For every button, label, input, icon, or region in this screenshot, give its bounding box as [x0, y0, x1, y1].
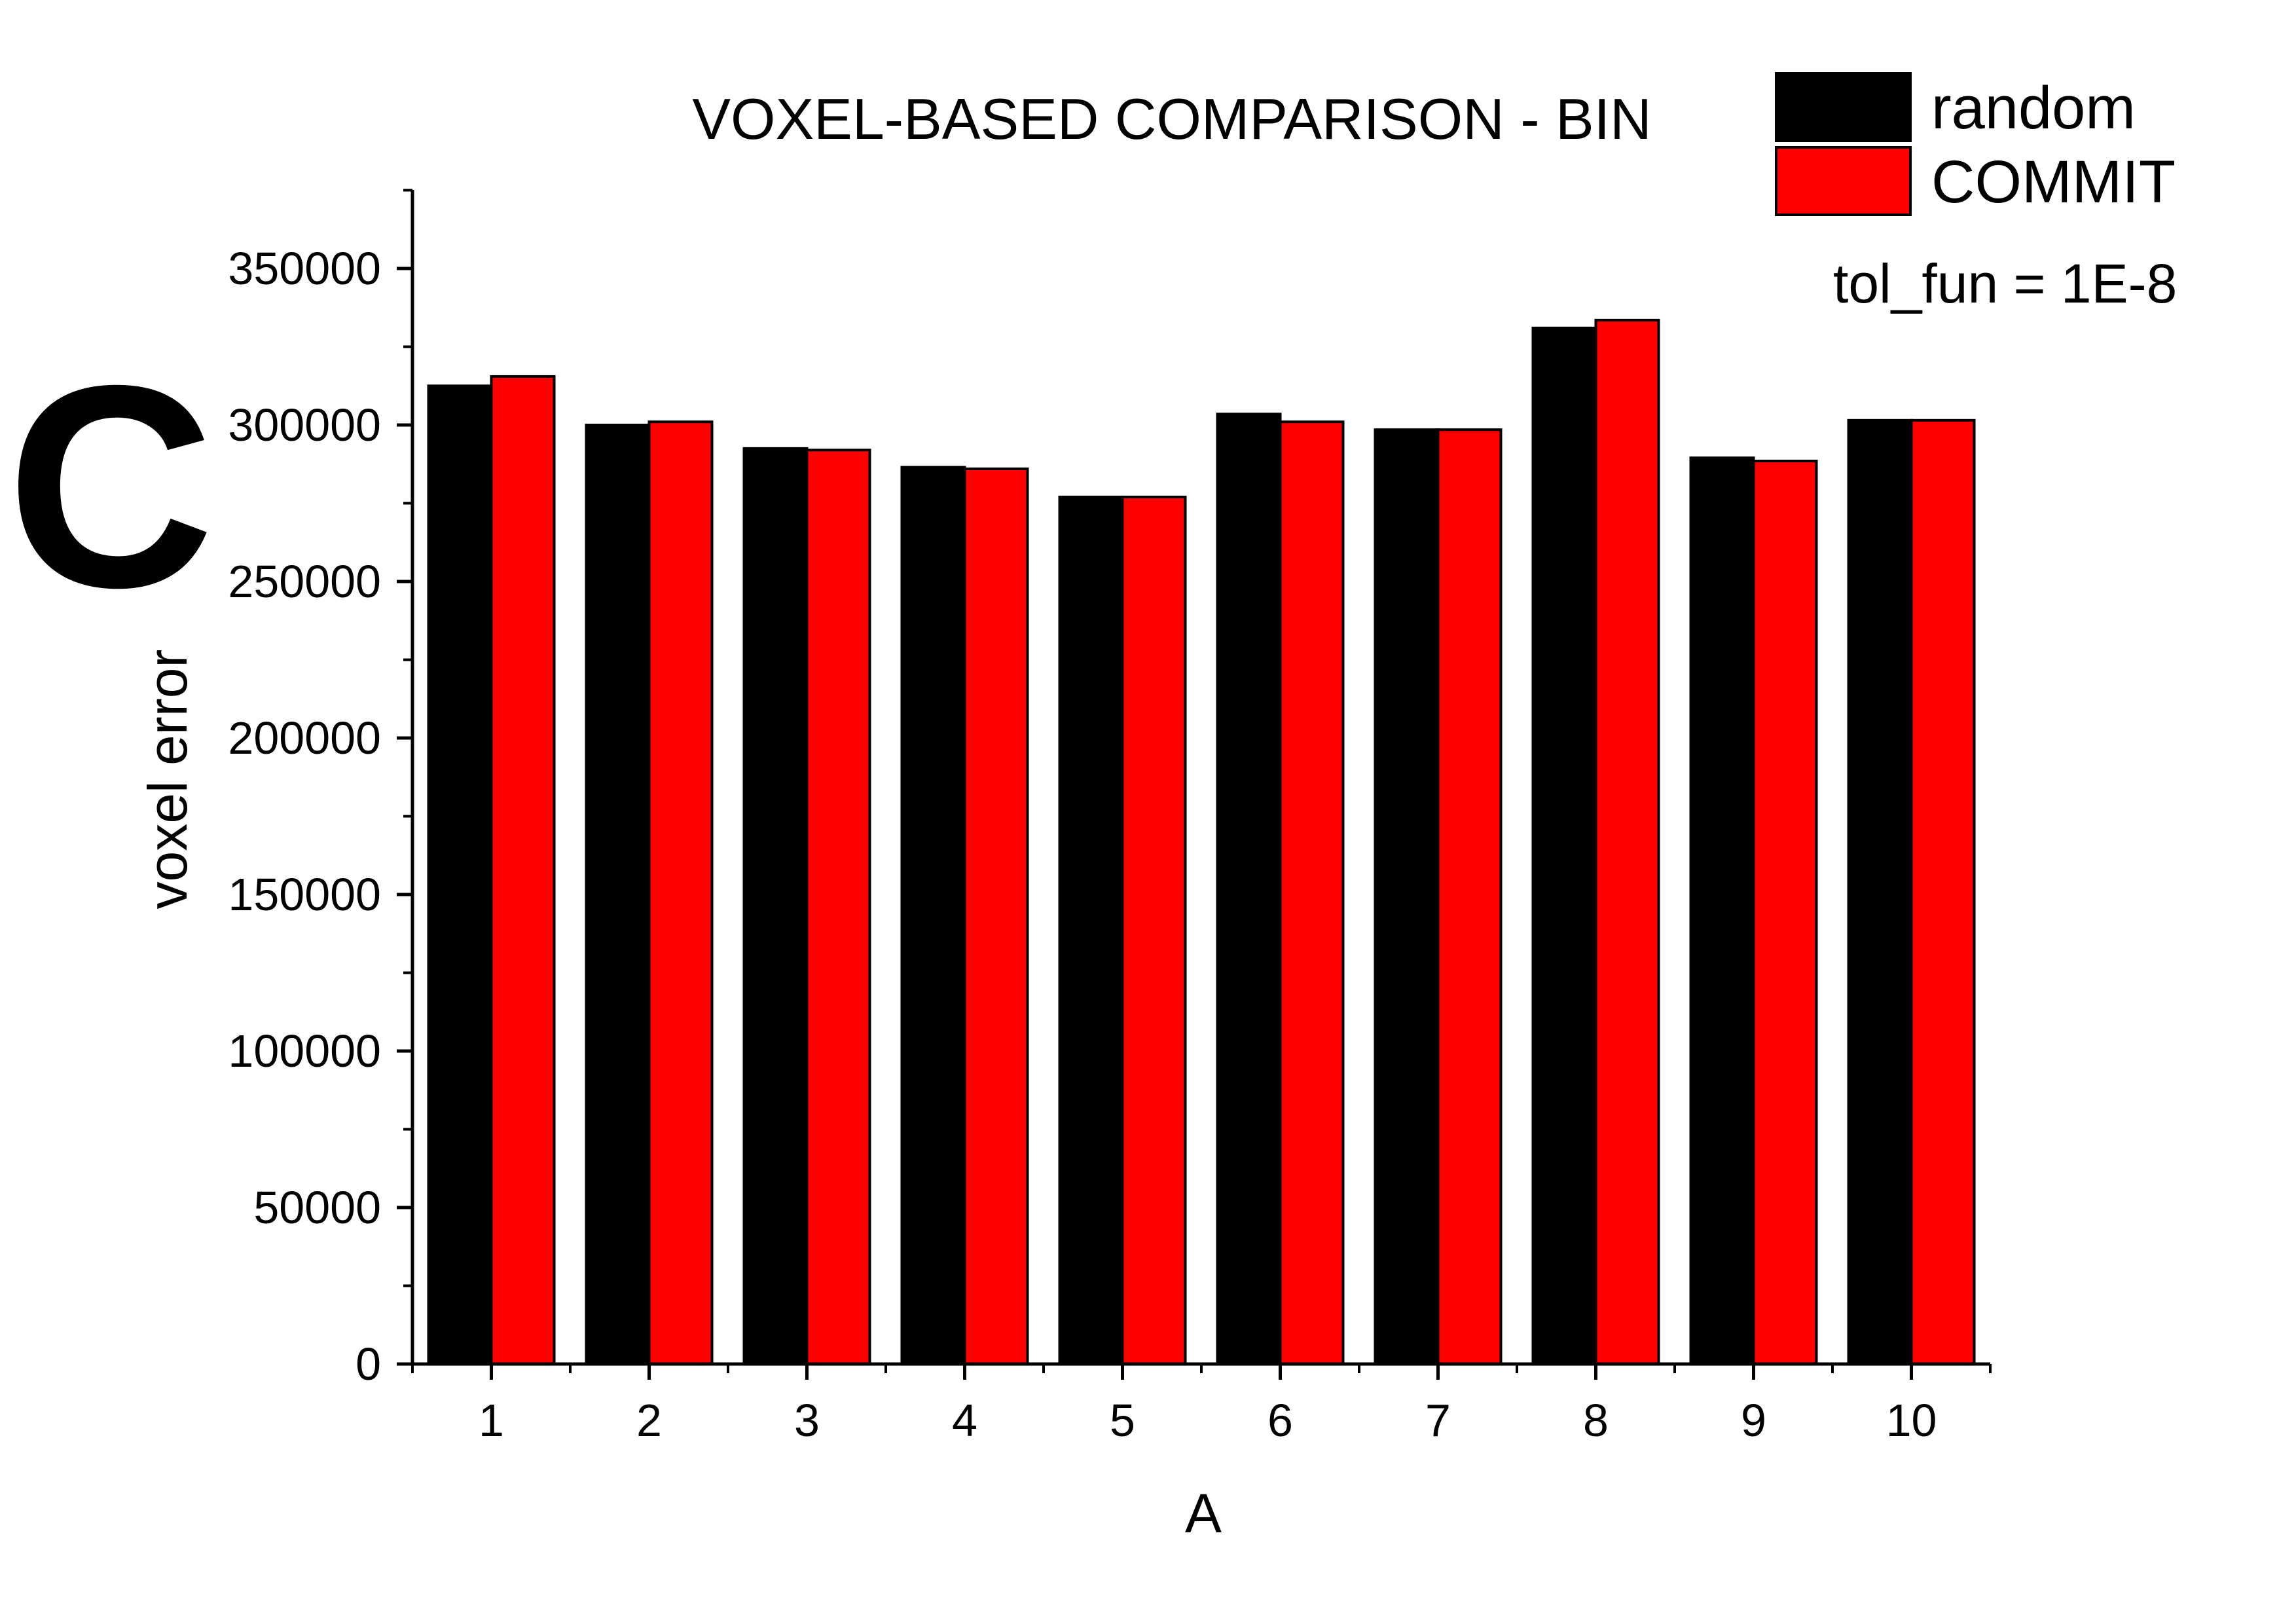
bar-commit-3	[805, 449, 871, 1365]
panel-label: C	[7, 326, 215, 648]
y-axis-label: voxel error	[137, 650, 198, 910]
y-tick-label: 0	[355, 1338, 381, 1390]
bar-random-1	[427, 384, 493, 1365]
x-tick-label: 3	[794, 1395, 820, 1446]
bar-random-5	[1058, 495, 1124, 1366]
bar-commit-5	[1121, 495, 1187, 1366]
bar-random-10	[1847, 418, 1913, 1366]
tol-fun-annotation: tol_fun = 1E-8	[1833, 253, 2177, 314]
legend-swatch-random	[1775, 72, 1912, 142]
bar-commit-2	[647, 420, 714, 1365]
y-tick-label: 250000	[228, 556, 381, 607]
y-tick-label: 50000	[253, 1182, 381, 1233]
x-axis-label: A	[1185, 1483, 1222, 1544]
legend-swatch-commit	[1775, 146, 1912, 216]
x-tick-label: 4	[952, 1395, 977, 1446]
bar-random-6	[1216, 413, 1282, 1365]
x-tick-label: 8	[1583, 1395, 1609, 1446]
x-tick-label: 10	[1886, 1395, 1937, 1446]
legend-label-random: random	[1931, 75, 2136, 141]
legend: random COMMIT	[1775, 72, 2176, 216]
bar-commit-1	[490, 375, 556, 1365]
x-tick-label: 1	[479, 1395, 504, 1446]
bar-random-4	[900, 466, 966, 1365]
y-tick-label: 300000	[228, 399, 381, 451]
legend-label-commit: COMMIT	[1931, 149, 2176, 215]
bar-commit-6	[1279, 420, 1345, 1365]
axes-group: 0 50000 100000 150000 200000 250000 300000 3500…	[228, 189, 1992, 1446]
x-tick-label: 5	[1110, 1395, 1135, 1446]
bar-commit-9	[1752, 459, 1818, 1365]
y-tick-label: 150000	[228, 869, 381, 920]
bar-random-7	[1374, 428, 1440, 1365]
bar-commit-8	[1594, 318, 1660, 1365]
chart-title: VOXEL-BASED COMPARISON - BIN	[692, 86, 1651, 151]
y-tick-label: 100000	[228, 1025, 381, 1077]
bar-random-3	[742, 447, 809, 1365]
bar-commit-4	[963, 467, 1029, 1365]
bar-commit-7	[1436, 428, 1503, 1365]
y-tick-label: 350000	[228, 243, 381, 294]
y-tick-label: 200000	[228, 712, 381, 764]
x-tick-label: 9	[1741, 1395, 1766, 1446]
bar-commit-10	[1910, 418, 1976, 1366]
x-tick-label: 2	[636, 1395, 662, 1446]
bar-random-2	[585, 424, 651, 1365]
x-tick-label: 6	[1267, 1395, 1293, 1446]
bar-random-8	[1531, 326, 1597, 1366]
x-tick-label: 7	[1425, 1395, 1451, 1446]
bars-group	[427, 318, 1976, 1366]
bar-random-9	[1689, 456, 1755, 1366]
